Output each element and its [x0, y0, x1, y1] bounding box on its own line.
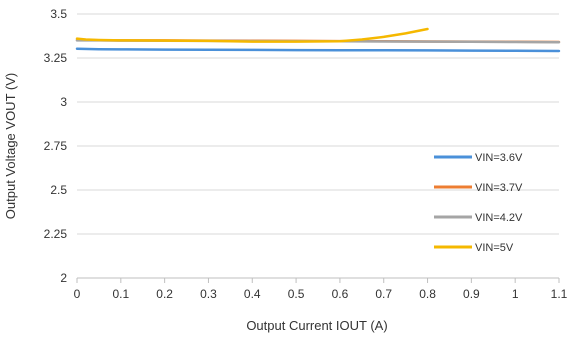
grid-lines — [77, 13, 559, 235]
y-axis-title: Output Voltage VOUT (V) — [3, 73, 18, 219]
x-tick-label: 0.3 — [200, 287, 217, 301]
legend-label: VIN=4.2V — [475, 212, 523, 224]
x-tick-label: 0.6 — [332, 287, 349, 301]
y-tick-label: 2.75 — [44, 139, 68, 153]
y-tick-label: 3.25 — [44, 51, 68, 65]
legend: VIN=3.6V VIN=3.7V VIN=4.2V VIN=5V — [434, 152, 523, 254]
x-tick-label: 0.8 — [419, 287, 436, 301]
x-tick-label: 0 — [74, 287, 81, 301]
x-tick-label: 0.9 — [463, 287, 480, 301]
y-tick-label: 2 — [60, 271, 67, 285]
tick-labels: 2 2.25 2.5 2.75 3 3.25 3.5 0 0.1 0.2 0.3 0.4 0.5 0.6 0… — [44, 7, 568, 301]
x-tick-label: 0.2 — [156, 287, 173, 301]
x-tick-label: 0.1 — [112, 287, 129, 301]
series-line-VIN=5V — [75, 27, 429, 43]
x-tick-label: 1.1 — [551, 287, 568, 301]
y-tick-label: 2.25 — [44, 227, 68, 241]
legend-label: VIN=5V — [475, 242, 514, 254]
y-tick-label: 2.5 — [50, 183, 67, 197]
axes — [76, 277, 560, 283]
x-axis-title: Output Current IOUT (A) — [246, 318, 387, 333]
x-tick-label: 1 — [512, 287, 519, 301]
x-tick-label: 0.4 — [244, 287, 261, 301]
y-tick-label: 3 — [60, 95, 67, 109]
x-tick-label: 0.5 — [288, 287, 305, 301]
y-tick-label: 3.5 — [50, 7, 67, 21]
legend-label: VIN=3.6V — [475, 152, 523, 164]
x-tick-label: 0.7 — [375, 287, 392, 301]
legend-label: VIN=3.7V — [475, 182, 523, 194]
series-line-VIN=3.6V — [75, 47, 561, 53]
series-lines — [75, 27, 561, 53]
